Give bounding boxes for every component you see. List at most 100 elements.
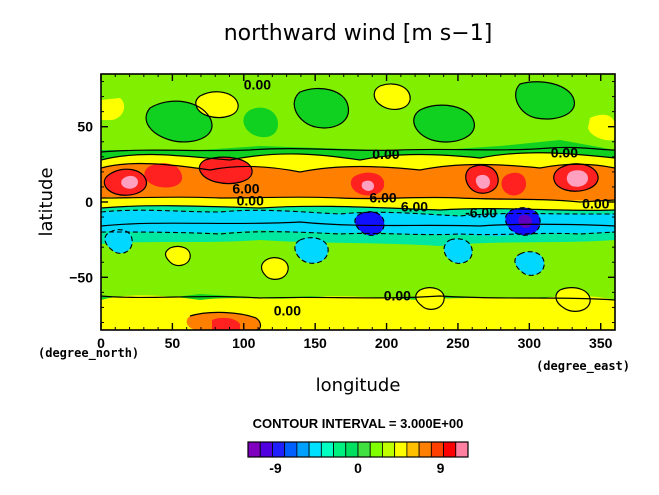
colorbar-frame xyxy=(247,441,469,458)
contour-label: 6.00 xyxy=(369,189,396,205)
colorbar-tick-label: -9 xyxy=(269,460,282,476)
colorbar-swatch xyxy=(320,441,334,458)
contour-line xyxy=(415,287,445,310)
contour-line xyxy=(260,257,289,280)
field-patch xyxy=(444,238,473,264)
field-peak xyxy=(566,170,588,187)
field-max xyxy=(501,172,526,196)
x-tick-label: 200 xyxy=(375,335,399,351)
colorbar-swatch xyxy=(382,441,396,458)
field-min xyxy=(354,211,385,236)
field-patch xyxy=(515,81,575,120)
chart-title: northward wind [m s−1] xyxy=(224,21,493,46)
contour-line xyxy=(504,207,541,236)
x-tick-label: 300 xyxy=(518,335,542,351)
contour-line xyxy=(373,83,411,110)
x-tick-label: 100 xyxy=(232,335,256,351)
field-patch xyxy=(212,317,240,330)
contour-line xyxy=(101,221,615,227)
contour-line xyxy=(555,287,591,312)
x-axis-label: longitude xyxy=(316,375,401,396)
y-axis-ticks: −50 0 50 xyxy=(69,81,615,323)
contour-label: 0.00 xyxy=(372,146,399,162)
field-patch xyxy=(588,114,615,141)
field-peak xyxy=(121,175,138,189)
colorbar-swatch xyxy=(394,441,408,458)
contour-line xyxy=(515,81,575,120)
y-tick-label: 50 xyxy=(77,119,93,135)
colorbar-tick-label: 9 xyxy=(437,460,445,476)
contour-label: 0.00 xyxy=(274,302,301,318)
field-patch xyxy=(101,98,125,120)
field-patch xyxy=(514,251,545,276)
field-patch xyxy=(195,91,239,118)
contour-line xyxy=(164,245,191,267)
contour-line xyxy=(104,229,133,254)
field-patch xyxy=(294,88,349,128)
colorbar-swatch xyxy=(333,441,347,458)
colorbar-swatch xyxy=(272,441,286,458)
contour-label: -6.00 xyxy=(465,205,497,221)
contour-line xyxy=(101,162,615,173)
colorbar-swatch xyxy=(369,441,383,458)
contour-interval-note: CONTOUR INTERVAL = 3.000E+00 xyxy=(253,416,464,431)
x-tick-label: 250 xyxy=(446,335,470,351)
field-patch xyxy=(374,83,411,110)
colorbar-swatch xyxy=(455,441,469,458)
contour-line xyxy=(195,91,239,119)
field-patch xyxy=(104,229,133,254)
y-tick-label: −50 xyxy=(69,269,93,285)
y-tick-label: 0 xyxy=(85,194,93,210)
field-patch xyxy=(261,257,289,280)
contour-line xyxy=(103,168,148,196)
contour-lines xyxy=(101,81,615,330)
colorbar-swatch xyxy=(247,441,261,458)
contour-line xyxy=(101,231,615,236)
contour-line xyxy=(145,100,213,143)
contour-line xyxy=(413,104,475,143)
contour-label: 0.00 xyxy=(582,196,609,212)
contour-line xyxy=(101,152,615,161)
y-unit-label: (degree_north) xyxy=(38,346,139,361)
field-patch xyxy=(294,237,329,264)
negative-contour-lines xyxy=(101,207,615,276)
field-patch xyxy=(413,105,475,142)
x-unit-label: (degree_east) xyxy=(536,359,630,374)
field-patch xyxy=(165,246,191,266)
field-max xyxy=(144,163,183,188)
x-tick-label: 350 xyxy=(589,335,613,351)
colorbar-swatch xyxy=(357,441,371,458)
colorbar-swatch xyxy=(259,441,273,458)
contour-line xyxy=(553,163,599,192)
contour-line xyxy=(189,311,262,330)
colorbar-swatch xyxy=(284,441,298,458)
plot-area: 0.000.00 0.006.000.00 6.006.00 -6.000.000.0… xyxy=(101,74,615,330)
y-axis-label: latitude xyxy=(36,167,57,236)
contour-line xyxy=(354,211,385,236)
contour-line xyxy=(101,146,615,153)
colorbar-swatch xyxy=(443,441,457,458)
contour-line xyxy=(293,87,349,129)
contour-labels: 0.000.00 0.006.000.00 6.006.00 -6.000.000.0… xyxy=(232,77,609,319)
colorbar-tick-label: 0 xyxy=(354,460,362,476)
x-tick-label: 50 xyxy=(165,335,181,351)
contour-label: 6.00 xyxy=(232,180,259,196)
contour-line xyxy=(101,209,615,217)
colorbar xyxy=(247,441,469,458)
colorbar-swatch xyxy=(418,441,432,458)
contour-label: 0.00 xyxy=(244,77,271,93)
x-axis-ticks: 0 50 100 150 200 250 300 350 xyxy=(97,74,613,351)
contour-line xyxy=(198,156,253,185)
field-patch xyxy=(146,101,212,142)
contour-label: 0.00 xyxy=(384,287,411,303)
contour-line xyxy=(101,196,615,203)
contour-line xyxy=(514,251,545,276)
x-tick-label: 150 xyxy=(303,335,327,351)
contour-line xyxy=(101,295,615,301)
colorbar-swatch xyxy=(308,441,322,458)
field-peak xyxy=(475,174,490,189)
field-band xyxy=(101,74,615,150)
field-patch xyxy=(243,107,278,138)
field-patch xyxy=(101,295,615,330)
